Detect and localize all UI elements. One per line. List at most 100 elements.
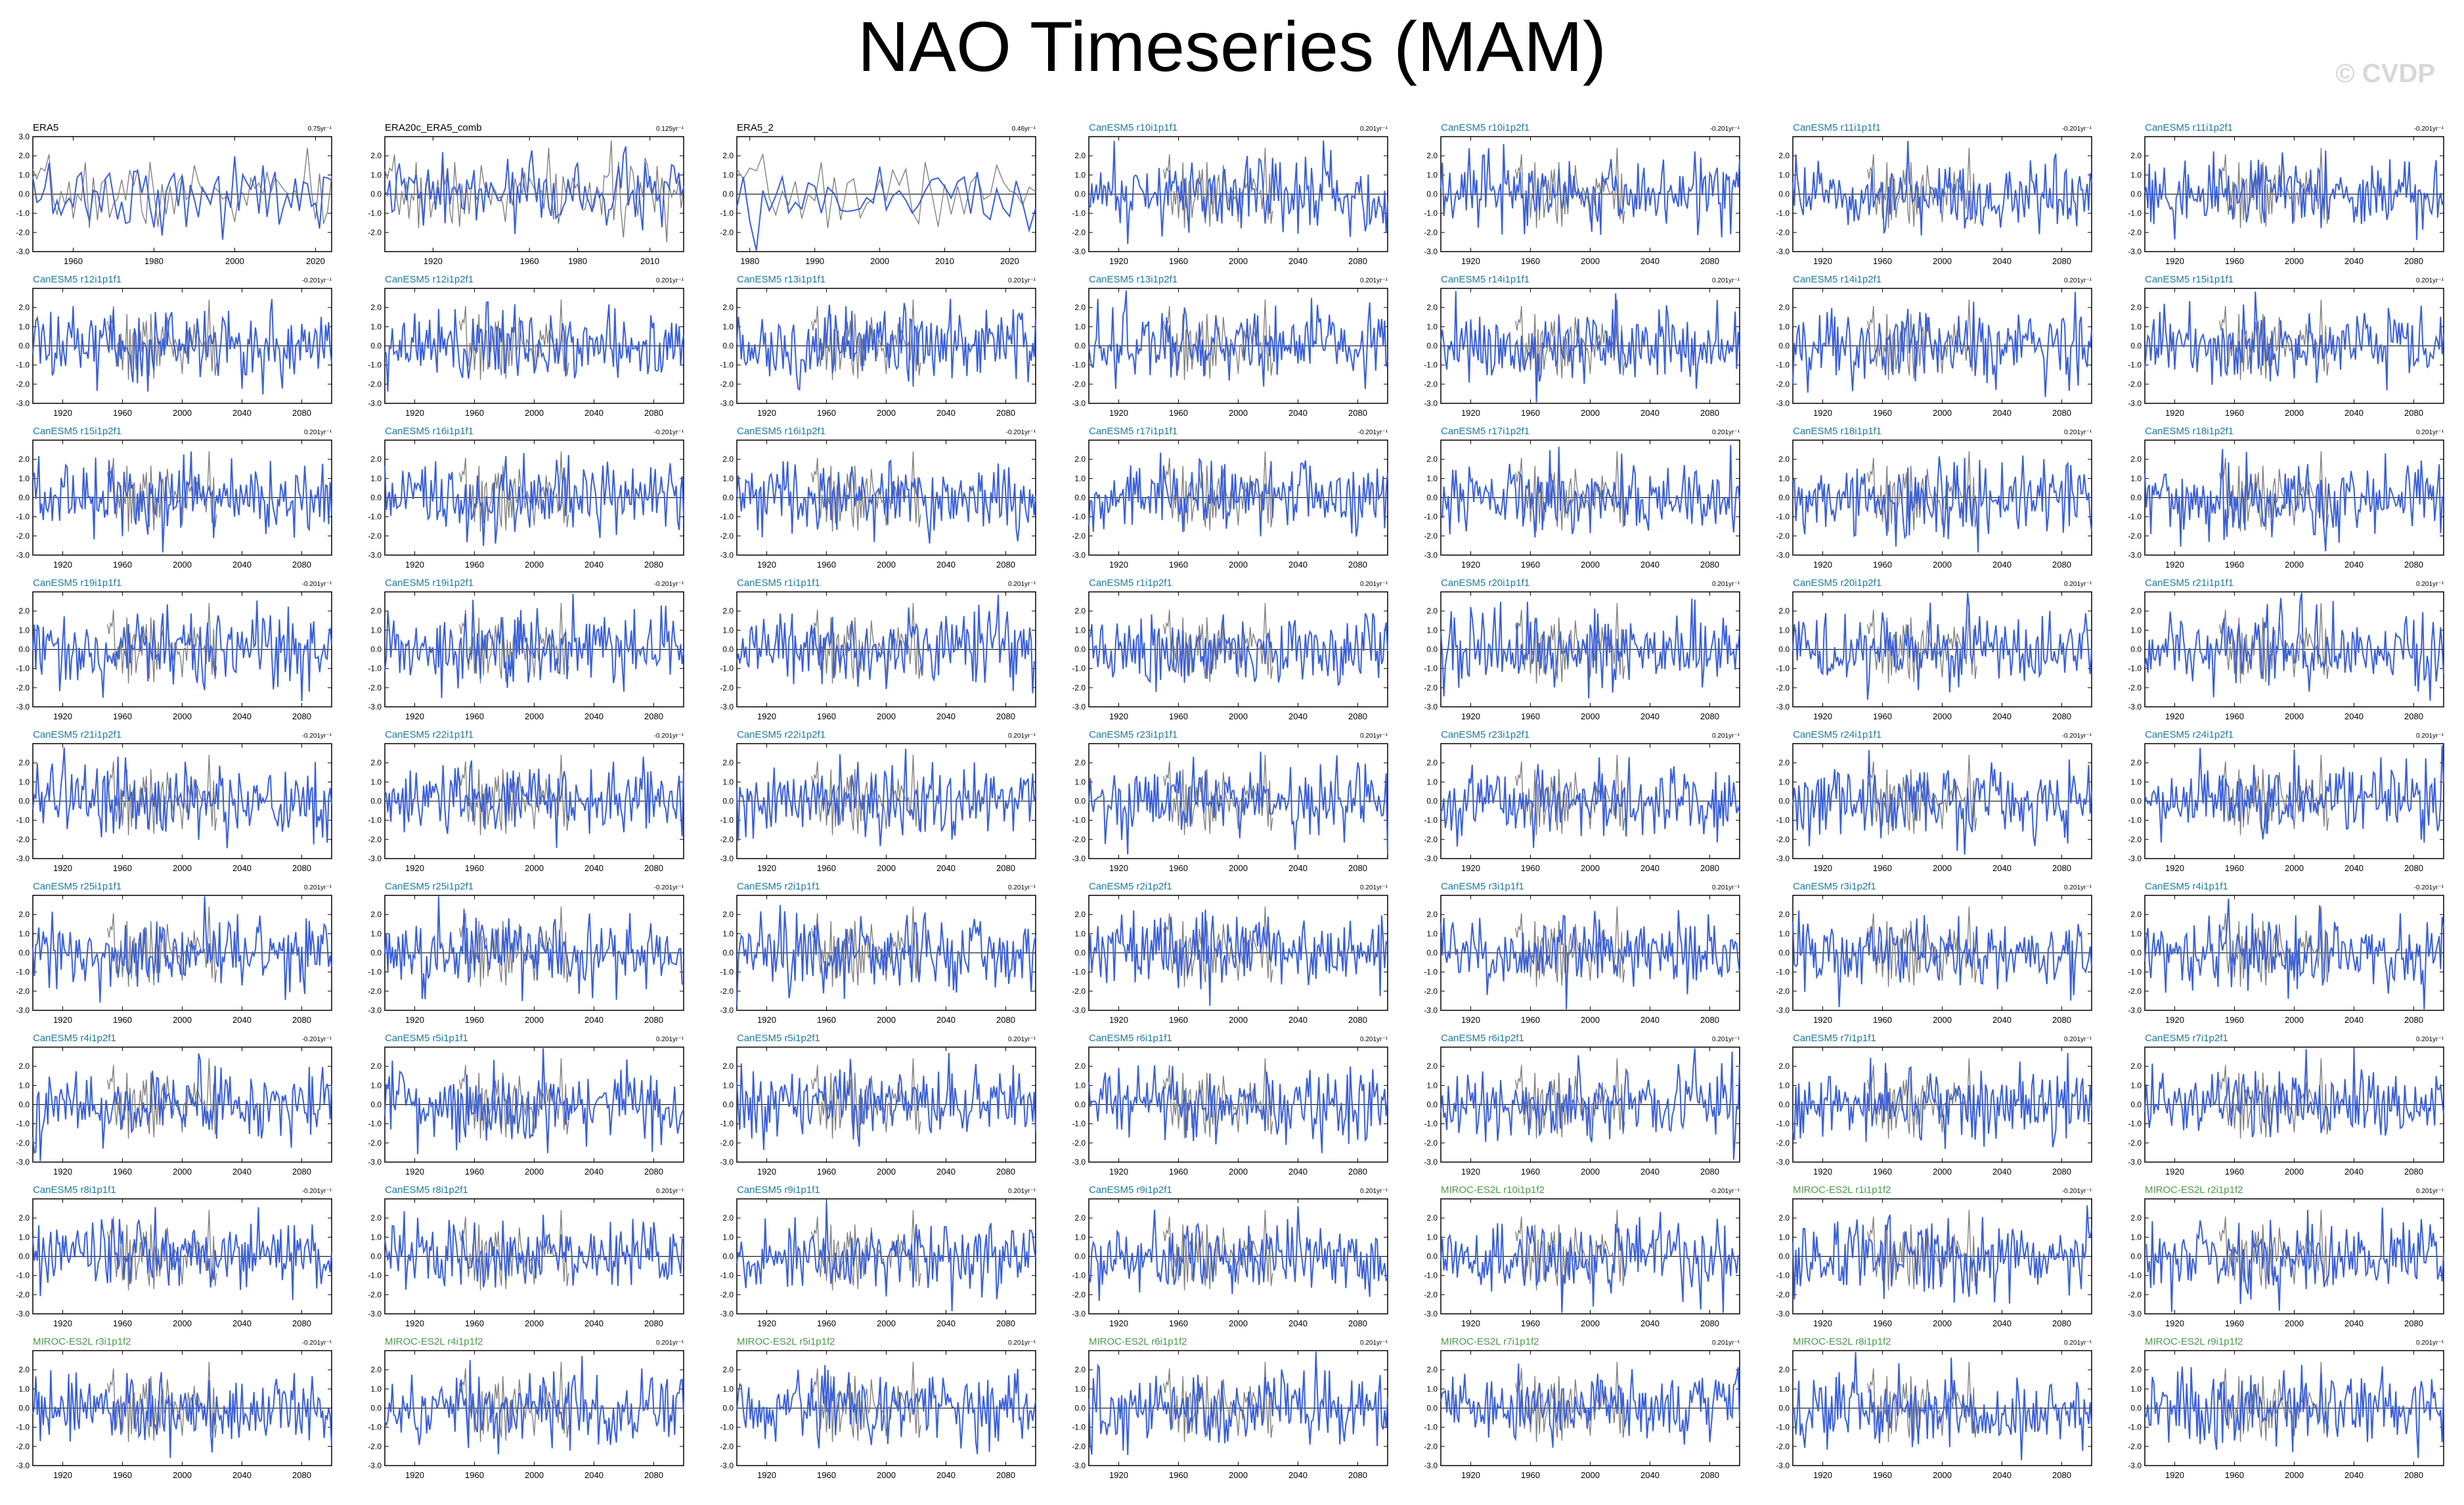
y-tick-label: 2.0: [1074, 455, 1086, 464]
x-tick-label: 2040: [1288, 408, 1308, 418]
x-tick-label: 1960: [1521, 711, 1540, 721]
x-tick-label: 2080: [1348, 1015, 1367, 1025]
y-tick-label: 2.0: [722, 758, 734, 767]
trend-label: 0.201yr⁻¹: [1712, 1339, 1740, 1347]
x-tick-label: 1920: [1461, 1167, 1480, 1177]
y-tick-label: 2.0: [370, 758, 382, 767]
y-tick-label: -2.0: [720, 987, 734, 996]
chart-title: CanESM5 r13i1p1f1: [737, 274, 825, 285]
y-tick-label: 1.0: [1426, 1232, 1438, 1242]
chart-title: CanESM5 r6i1p2f1: [1441, 1033, 1524, 1044]
trend-label: 0.201yr⁻¹: [2064, 1339, 2092, 1347]
y-tick-label: -1.0: [720, 1271, 734, 1280]
y-tick-label: 1.0: [2130, 170, 2142, 179]
y-tick-label: -3.0: [368, 702, 382, 711]
x-tick-label: 1920: [1813, 1470, 1832, 1480]
model-series-line: [736, 298, 1036, 391]
x-tick-label: 2080: [644, 863, 663, 873]
x-tick-label: 1920: [1109, 256, 1128, 266]
y-tick-label: -3.0: [1776, 399, 1790, 408]
x-tick-label: 1960: [1169, 256, 1188, 266]
y-tick-label: 0.0: [2130, 493, 2142, 503]
trend-label: 0.201yr⁻¹: [1360, 884, 1388, 891]
x-tick-label: 2000: [225, 256, 244, 266]
model-series-line: [1440, 757, 1740, 848]
y-tick-label: -1.0: [1072, 968, 1086, 977]
chart-title: MIROC-ES2L r7i1p1f2: [1441, 1336, 1539, 1347]
chart-panel: MIROC-ES2L r9i1p1f2 0.201yr⁻¹ 2.0 1.0 0.0 -1.…: [2128, 1336, 2444, 1480]
y-tick-label: -1.0: [16, 664, 30, 673]
model-series-line: [32, 747, 332, 849]
x-tick-label: 2000: [877, 1167, 896, 1177]
chart-title: MIROC-ES2L r2i1p1f2: [2145, 1184, 2243, 1196]
chart-panel: CanESM5 r8i1p1f1 -0.201yr⁻¹ 2.0 1.0 0.0 -1.0 -…: [16, 1184, 332, 1328]
y-tick-label: -1.0: [16, 968, 30, 977]
obs-series-line: [1515, 1209, 1625, 1291]
trend-label: -0.201yr⁻¹: [1006, 429, 1036, 436]
y-tick-label: -1.0: [368, 361, 382, 370]
x-tick-label: 1920: [1813, 711, 1832, 721]
x-tick-label: 2080: [292, 560, 311, 570]
trend-label: 0.201yr⁻¹: [304, 429, 332, 436]
y-tick-label: 1.0: [1778, 777, 1790, 786]
x-tick-label: 1960: [817, 1318, 836, 1328]
model-series-line: [384, 756, 684, 848]
y-tick-label: -1.0: [368, 512, 382, 522]
x-tick-label: 2040: [1992, 1015, 2012, 1025]
y-tick-label: -2.0: [1776, 987, 1790, 996]
trend-label: -0.201yr⁻¹: [1710, 125, 1740, 133]
y-tick-label: -2.0: [1424, 228, 1438, 237]
x-tick-label: 2000: [1229, 560, 1248, 570]
x-tick-label: 2000: [1229, 711, 1248, 721]
x-tick-label: 1920: [1109, 711, 1128, 721]
x-tick-label: 1920: [53, 711, 72, 721]
y-tick-label: 1.0: [1074, 777, 1086, 786]
x-tick-label: 2040: [1640, 256, 1660, 266]
x-tick-label: 2000: [525, 408, 544, 418]
y-tick-label: -2.0: [368, 683, 382, 692]
model-series-line: [1440, 445, 1740, 537]
chart-panel: MIROC-ES2L r10i1p1f2 -0.201yr⁻¹ 2.0 1.0 0.0 -…: [1424, 1184, 1740, 1328]
x-tick-label: 2040: [232, 1015, 252, 1025]
x-tick-label: 2080: [644, 1470, 663, 1480]
chart-title: CanESM5 r15i1p2f1: [33, 426, 121, 437]
obs-series-line: [1867, 1058, 1977, 1139]
y-tick-label: 2.0: [1778, 151, 1790, 160]
y-tick-label: 2.0: [18, 1213, 30, 1223]
x-tick-label: 2000: [525, 1167, 544, 1177]
cvdp-watermark: © CVDP: [2335, 59, 2435, 88]
x-tick-label: 1920: [53, 560, 72, 570]
x-tick-label: 2080: [1348, 863, 1367, 873]
chart-title: MIROC-ES2L r5i1p1f2: [737, 1336, 835, 1347]
model-series-line: [736, 905, 1036, 1006]
x-tick-label: 2080: [1700, 1167, 1719, 1177]
y-tick-label: 2.0: [1426, 1365, 1438, 1374]
chart-panel: CanESM5 r7i1p1f1 0.201yr⁻¹ 2.0 1.0 0.0 -1.0 -2…: [1776, 1033, 2092, 1177]
x-tick-label: 2000: [173, 1470, 192, 1480]
x-tick-label: 2040: [1640, 1470, 1660, 1480]
y-tick-label: 0.0: [2130, 645, 2142, 654]
y-tick-label: 0.0: [370, 797, 382, 806]
y-tick-label: 1.0: [1426, 474, 1438, 483]
x-tick-label: 1960: [465, 1318, 484, 1328]
y-tick-label: 0.0: [2130, 1100, 2142, 1110]
model-series-line: [1792, 910, 2092, 1008]
y-tick-label: 1.0: [722, 625, 734, 635]
chart-panel: CanESM5 r25i1p2f1 -0.201yr⁻¹ 2.0 1.0 0.0 -1.0…: [368, 881, 684, 1025]
x-tick-label: 2040: [1288, 1167, 1308, 1177]
trend-label: 0.201yr⁻¹: [2416, 277, 2444, 284]
chart-title: CanESM5 r13i1p2f1: [1089, 274, 1177, 285]
chart-title: CanESM5 r20i1p1f1: [1441, 577, 1529, 589]
model-series-line: [1440, 1363, 1740, 1448]
y-tick-label: -3.0: [1776, 702, 1790, 711]
y-tick-label: -2.0: [1424, 1442, 1438, 1451]
y-tick-label: 1.0: [1426, 1384, 1438, 1393]
y-tick-label: -3.0: [1072, 399, 1086, 408]
model-series-line: [1440, 1211, 1740, 1313]
y-tick-label: -3.0: [720, 854, 734, 863]
x-tick-label: 2000: [2285, 1167, 2304, 1177]
y-tick-label: 0.0: [1778, 949, 1790, 958]
x-tick-label: 1960: [1873, 408, 1892, 418]
y-tick-label: 1.0: [18, 1232, 30, 1242]
x-tick-label: 1920: [405, 1470, 424, 1480]
